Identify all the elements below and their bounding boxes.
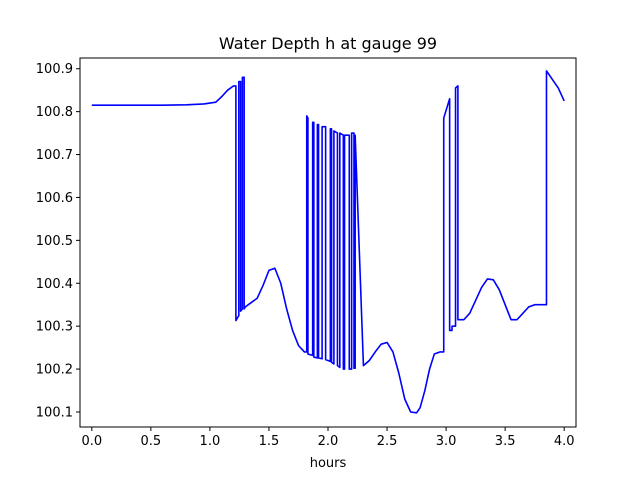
y-tick-label: 100.1: [36, 405, 73, 420]
y-tick-label: 100.3: [36, 320, 73, 335]
plot-area: [80, 58, 576, 427]
y-tick-label: 100.6: [36, 191, 73, 206]
x-axis-label: hours: [310, 456, 347, 471]
series-line-0: [91, 70, 565, 414]
y-tick-label: 100.5: [36, 234, 73, 249]
y-tick-label: 100.8: [36, 105, 73, 120]
x-tick-label: 3.5: [495, 434, 516, 449]
y-tick-label: 100.2: [36, 363, 73, 378]
x-tick-label: 3.0: [436, 434, 457, 449]
y-tick-label: 100.9: [36, 62, 73, 77]
x-tick-label: 1.0: [200, 434, 221, 449]
x-tick-label: 2.5: [377, 434, 398, 449]
x-tick-label: 2.0: [318, 434, 339, 449]
y-axis: 100.1 100.2 100.3 100.4 100.5 100.6 100.7 100.8…: [36, 62, 80, 420]
x-tick-label: 4.0: [554, 434, 575, 449]
y-tick-label: 100.7: [36, 148, 73, 163]
y-tick-label: 100.4: [36, 277, 73, 292]
x-tick-label: 0.0: [81, 434, 102, 449]
x-tick-label: 1.5: [259, 434, 280, 449]
series-layer: [91, 70, 565, 414]
x-axis: 0.0 0.5 1.0 1.5 2.0 2.5 3.0 3.5 4.0: [81, 427, 575, 449]
chart-title: Water Depth h at gauge 99: [219, 34, 437, 53]
x-tick-label: 0.5: [141, 434, 162, 449]
